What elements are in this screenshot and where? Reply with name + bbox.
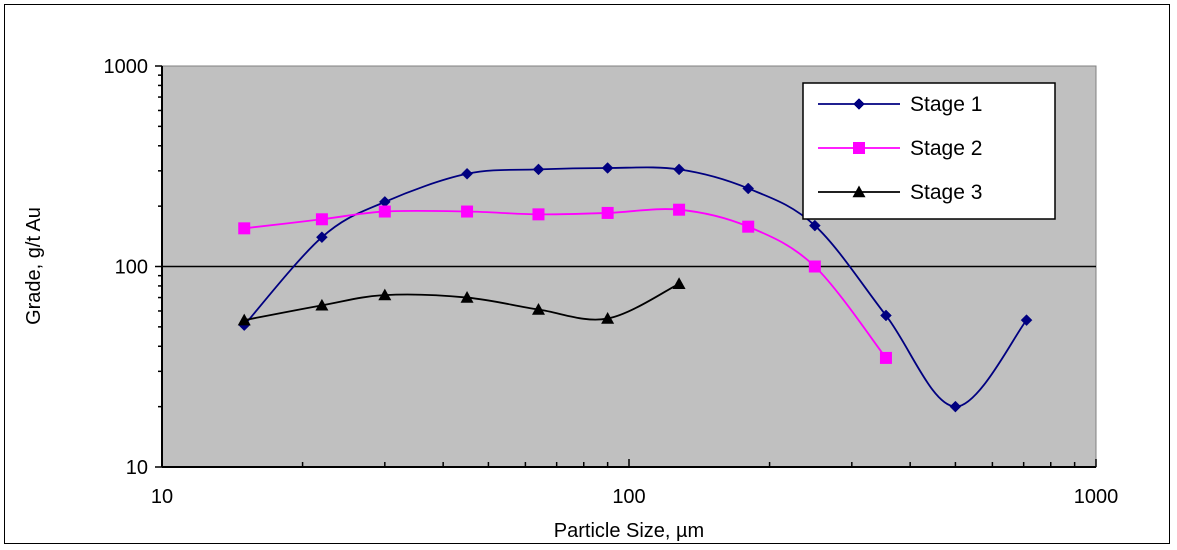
y-axis-title: Grade, g/t Au <box>23 207 45 325</box>
y-tick-label: 1000 <box>104 56 149 78</box>
data-point <box>531 303 545 315</box>
x-tick-label: 100 <box>612 486 645 508</box>
legend-marker <box>853 98 865 110</box>
series-2 <box>238 203 892 364</box>
data-point <box>880 309 892 322</box>
data-point <box>237 313 251 326</box>
data-point <box>672 277 686 289</box>
data-point <box>1020 314 1033 327</box>
data-point <box>879 351 892 364</box>
legend-marker <box>852 185 866 198</box>
axes <box>155 65 1097 468</box>
legend-box <box>802 82 1056 220</box>
data-point <box>601 206 614 219</box>
x-axis-title: Particle Size, µm <box>554 520 704 542</box>
data-point <box>742 182 755 195</box>
legend-label: Stage 2 <box>910 137 982 160</box>
legend-item-3: Stage 3 <box>818 181 982 204</box>
data-point <box>808 219 821 232</box>
x-tick-label: 10 <box>151 486 173 508</box>
data-point <box>601 162 614 174</box>
series-3 <box>237 277 686 326</box>
legend-item-2: Stage 2 <box>818 137 982 160</box>
data-point <box>532 208 545 221</box>
data-point <box>673 163 685 176</box>
series-layer <box>237 162 1033 413</box>
data-point <box>601 312 615 324</box>
legend-item-1: Stage 1 <box>818 93 982 116</box>
data-point <box>949 400 962 413</box>
data-point <box>315 298 329 311</box>
data-point <box>808 260 821 273</box>
data-point <box>378 288 392 301</box>
tick-labels: 10 100 1000 10 100 1000 <box>104 56 1119 508</box>
data-point <box>742 220 755 233</box>
legend-label: Stage 3 <box>910 181 982 204</box>
y-tick-label: 100 <box>115 257 148 279</box>
data-point <box>461 167 473 180</box>
data-point <box>673 203 686 216</box>
data-point <box>316 231 328 244</box>
data-point <box>378 205 391 218</box>
data-point <box>238 222 251 235</box>
series-line <box>243 166 1028 408</box>
data-point <box>532 163 545 176</box>
data-point <box>460 291 474 303</box>
legend-label: Stage 1 <box>910 93 982 116</box>
legend-marker <box>853 142 865 154</box>
legend: Stage 1 Stage 2 Stage 3 <box>802 82 1056 220</box>
series-line <box>244 208 887 359</box>
x-tick-label: 1000 <box>1074 486 1119 508</box>
data-point <box>461 205 474 218</box>
data-point <box>315 213 328 226</box>
y-tick-label: 10 <box>126 457 148 479</box>
series-1 <box>238 162 1033 413</box>
